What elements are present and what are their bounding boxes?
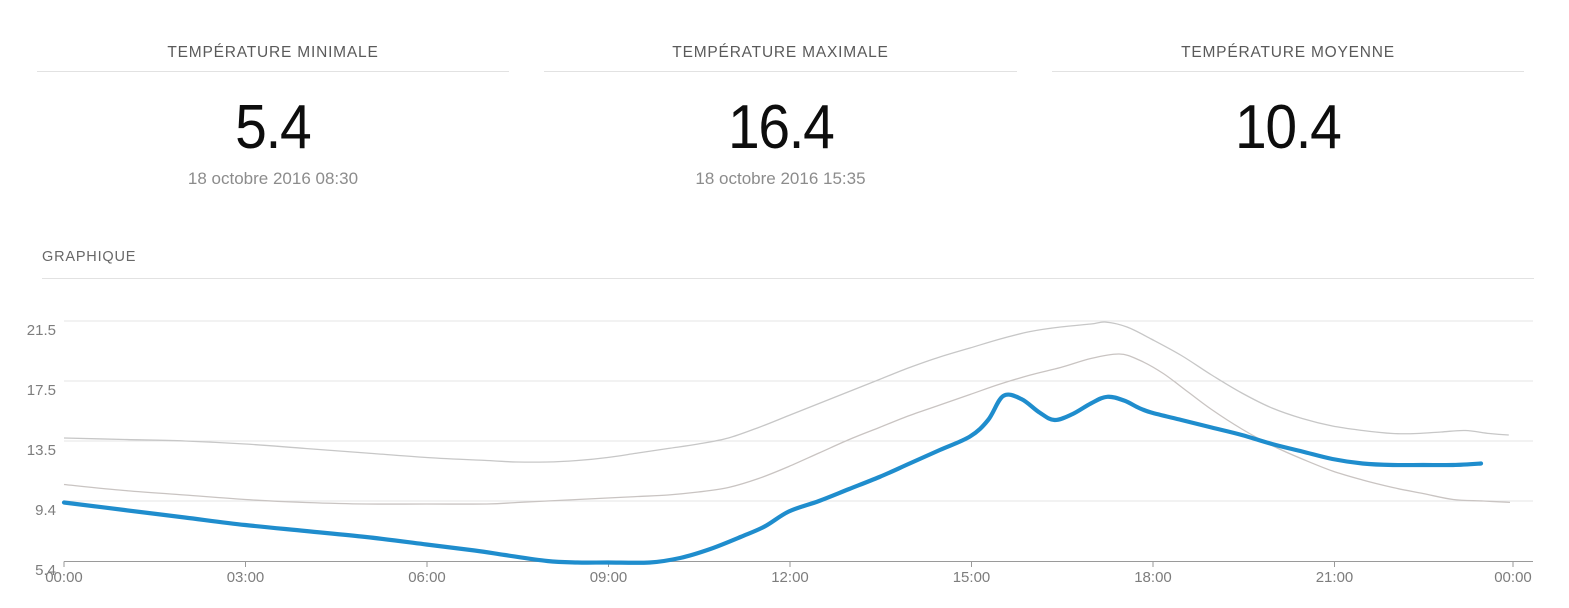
svg-text:12:00: 12:00	[771, 569, 809, 586]
svg-text:18:00: 18:00	[1134, 569, 1172, 586]
svg-text:00:00: 00:00	[45, 569, 83, 586]
svg-text:00:00: 00:00	[1494, 569, 1532, 586]
svg-text:03:00: 03:00	[227, 569, 265, 586]
svg-text:15:00: 15:00	[953, 569, 991, 586]
svg-text:06:00: 06:00	[408, 569, 446, 586]
svg-text:9.4: 9.4	[35, 502, 56, 519]
svg-text:13.5: 13.5	[27, 442, 56, 459]
svg-text:21:00: 21:00	[1316, 569, 1354, 586]
svg-text:09:00: 09:00	[590, 569, 628, 586]
svg-text:21.5: 21.5	[27, 322, 56, 339]
svg-text:17.5: 17.5	[27, 382, 56, 399]
